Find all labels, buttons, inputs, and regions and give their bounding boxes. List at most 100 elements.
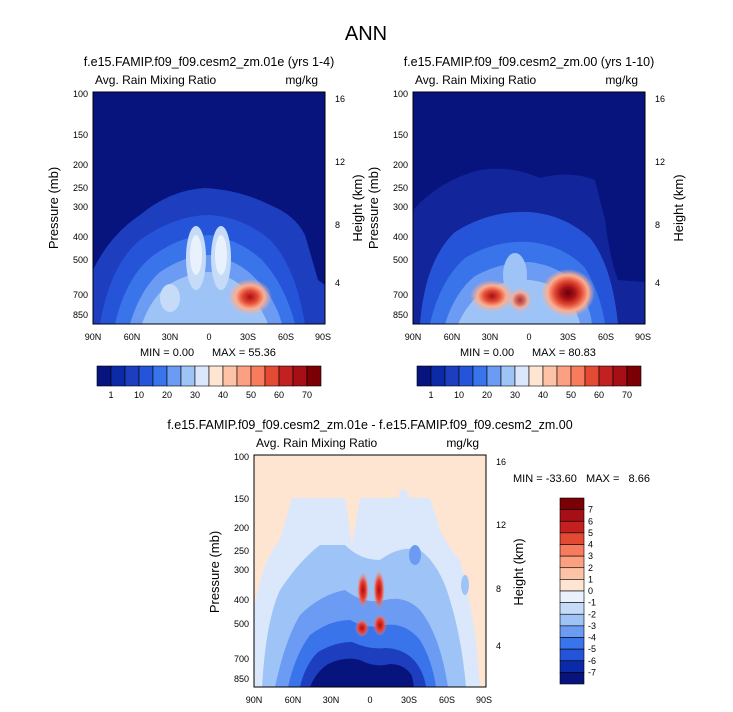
panel-1-ytick: 850 [73,310,88,320]
panel-3-ytick: 200 [234,523,249,533]
panel-1-ytick: 150 [73,130,88,140]
colorbar-label: 50 [246,390,256,400]
colorbar-swatch [612,365,628,387]
panel-1-height-tick: 16 [335,94,345,104]
panel-1-xtick: 90S [315,332,331,342]
colorbar-swatch [458,365,474,387]
colorbar-swatch [559,497,585,510]
colorbar-label: 6 [588,516,593,526]
panel-1-height-tick: 4 [335,278,340,288]
colorbar-swatch [626,365,642,387]
colorbar-label: -5 [588,644,596,654]
panel-1-ytick: 400 [73,232,88,242]
panel-2-colorbar: 1 10 20 30 40 50 60 70 [416,365,642,400]
panel-2-title: f.e15.FAMIP.f09_f09.cesm2_zm.00 (yrs 1-1… [404,55,655,69]
panel-1-ytick: 500 [73,255,88,265]
panel-2-min-label: MIN = 0.00 [460,347,514,359]
colorbar-swatch [559,590,585,603]
colorbar-label: 20 [162,390,172,400]
colorbar-swatch [152,365,168,387]
panel-3-title: f.e15.FAMIP.f09_f09.cesm2_zm.01e - f.e15… [167,418,572,432]
panel-1-min-label: MIN = 0.00 [140,347,194,359]
panel-2-xtick: 60S [598,332,614,342]
panel-3-ytick: 250 [234,546,249,556]
panel-1-ylabel-right: Height (km) [350,174,365,241]
panel-2-xtick: 90S [635,332,651,342]
panel-2-bottom-axis: 90N 60N 30N 0 30S 60S 90S [405,332,651,342]
colorbar-swatch [278,365,294,387]
colorbar-swatch [430,365,446,387]
colorbar-swatch [110,365,126,387]
colorbar-swatch [559,532,585,545]
panel-1-ytick: 100 [73,89,88,99]
colorbar-label: 10 [134,390,144,400]
panel-3-units-label: mg/kg [446,436,479,450]
colorbar-swatch [528,365,544,387]
colorbar-swatch [559,613,585,627]
panel-3: f.e15.FAMIP.f09_f09.cesm2_zm.01e - f.e15… [167,418,650,705]
colorbar-swatch [444,365,460,387]
panel-2-height-tick: 8 [655,220,660,230]
colorbar-swatch [598,365,614,387]
panel-1-units-label: mg/kg [285,73,318,87]
panel-1-ytick: 250 [73,183,88,193]
panel-3-ytick: 850 [234,674,249,684]
colorbar-swatch [559,555,585,569]
panel-3-height-tick: 12 [496,520,506,530]
panel-2-xtick: 0 [526,332,531,342]
colorbar-label: 1 [428,390,433,400]
colorbar-swatch [236,365,252,387]
panel-3-height-tick: 16 [496,457,506,467]
colorbar-swatch [559,567,585,580]
panel-2-ytick: 300 [393,202,408,212]
colorbar-label: 5 [588,528,593,538]
panel-1-ytick: 700 [73,290,88,300]
panel-1-ytick: 200 [73,160,88,170]
colorbar-label: 40 [218,390,228,400]
panel-2-max-label: MAX = 80.83 [532,347,596,359]
colorbar-label: 0 [588,586,593,596]
colorbar-swatch [559,625,585,638]
panel-1-variable-label: Avg. Rain Mixing Ratio [95,73,216,87]
panel-1-max-label: MAX = 55.36 [212,347,276,359]
panel-1-xtick: 90N [85,332,102,342]
colorbar-swatch [500,365,516,387]
panel-2-ylabel: Pressure (mb) [366,167,381,249]
panel-3-ytick: 150 [234,494,249,504]
colorbar-swatch [208,365,224,387]
colorbar-swatch [559,672,585,685]
colorbar-swatch [166,365,182,387]
colorbar-label: -1 [588,598,596,608]
panel-2-ytick: 700 [393,290,408,300]
panel-1-ylabel: Pressure (mb) [46,167,61,249]
panel-2: f.e15.FAMIP.f09_f09.cesm2_zm.00 (yrs 1-1… [366,55,686,400]
colorbar-swatch [250,365,266,387]
colorbar-swatch [559,648,585,662]
colorbar-swatch [559,509,585,522]
colorbar-swatch [559,579,585,592]
panel-1-title: f.e15.FAMIP.f09_f09.cesm2_zm.01e (yrs 1-… [84,55,335,69]
panel-3-ytick: 100 [234,452,249,462]
colorbar-label: 1 [588,574,593,584]
colorbar-label: 30 [190,390,200,400]
panel-3-xtick: 30S [401,695,417,705]
panel-2-ylabel-right: Height (km) [671,174,686,241]
colorbar-swatch [570,365,586,387]
colorbar-label: 7 [588,505,593,515]
colorbar-swatch [584,365,600,387]
colorbar-swatch [559,520,585,534]
panel-1-xtick: 60N [124,332,141,342]
colorbar-label: 40 [538,390,548,400]
panel-2-left-axis: 100 150 200 250 300 400 500 700 850 Pres… [366,89,408,320]
panel-3-xtick: 90N [246,695,263,705]
colorbar-label: -7 [588,667,596,677]
colorbar-label: 2 [588,563,593,573]
colorbar-swatch [514,365,530,387]
panel-1-plot-area [92,91,326,325]
panel-2-xtick: 30S [560,332,576,342]
panel-2-ytick: 100 [393,89,408,99]
colorbar-label: 20 [482,390,492,400]
panel-1-xtick: 30S [240,332,256,342]
colorbar-label: 50 [566,390,576,400]
